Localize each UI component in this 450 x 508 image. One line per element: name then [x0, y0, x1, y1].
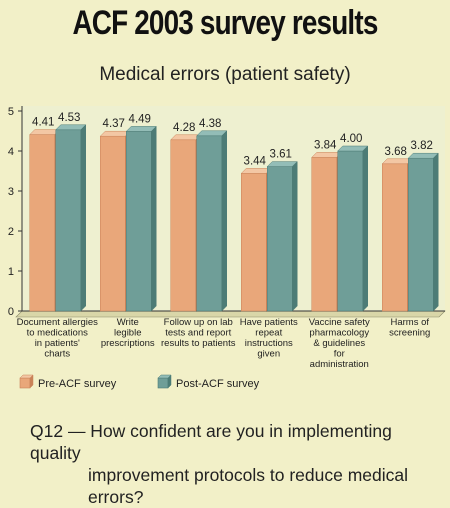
- y-tick-label: 1: [8, 266, 14, 278]
- question-line-1: Q12 — How confident are you in implement…: [30, 421, 392, 463]
- x-category-label-line: & guidelines: [313, 338, 365, 349]
- x-category-label-line: repeat: [255, 328, 282, 339]
- legend-label-pre: Pre-ACF survey: [38, 378, 117, 390]
- x-category-label-line: in patients': [35, 338, 80, 349]
- x-category-label-line: tests and report: [165, 328, 231, 339]
- bar-post-side: [292, 160, 298, 312]
- bar-post: [408, 157, 434, 312]
- x-category-label-line: Document allergies: [17, 317, 99, 328]
- bar-pre: [29, 134, 55, 312]
- bar-pre: [382, 163, 408, 312]
- x-category-label-line: prescriptions: [101, 338, 155, 349]
- data-label: 3.61: [270, 149, 292, 161]
- bar-pre: [170, 139, 196, 312]
- bar-post: [196, 135, 222, 312]
- bar-chart: 0 1 2 3 4 5 4.41 4.53 Document allergies to medic…: [8, 106, 446, 390]
- y-tick-label: 4: [8, 146, 14, 158]
- bar-post-side: [221, 130, 227, 312]
- x-category-label-line: given: [257, 349, 280, 360]
- x-category-label: Write legible prescriptions: [101, 317, 155, 349]
- data-label: 4.37: [103, 118, 125, 130]
- x-category-label-line: to medications: [27, 328, 89, 339]
- x-category-label-line: legible: [114, 328, 141, 339]
- x-category-label-line: Write: [117, 317, 139, 328]
- bar-post: [337, 150, 363, 312]
- question-caption: Q12 — How confident are you in implement…: [30, 420, 445, 508]
- x-category-label-line: administration: [310, 359, 369, 370]
- bar-post-side: [362, 145, 368, 312]
- x-category-label-line: Have patients: [240, 317, 298, 328]
- data-label: 4.38: [199, 118, 221, 130]
- x-category-label: Document allergies to medications in patie…: [17, 317, 99, 360]
- x-category-label-line: Follow up on lab: [164, 317, 233, 328]
- legend-swatch-post: [157, 377, 169, 389]
- data-label: 4.53: [58, 112, 80, 124]
- data-label: 4.49: [129, 113, 151, 125]
- bar-post-side: [151, 125, 157, 312]
- x-category-label-line: for: [334, 349, 345, 360]
- legend-swatch-side: [29, 374, 34, 389]
- y-tick-label: 2: [8, 226, 14, 238]
- x-category-label: Have patients repeat instructions given: [240, 317, 298, 360]
- y-tick-label: 0: [8, 306, 14, 318]
- legend-swatch-pre: [19, 377, 31, 389]
- bar-pre: [311, 157, 337, 312]
- x-category-label-line: results to patients: [161, 338, 236, 349]
- legend-label-post: Post-ACF survey: [176, 378, 260, 390]
- data-label: 3.84: [314, 139, 337, 151]
- y-tick-label: 3: [8, 186, 14, 198]
- data-label: 3.82: [411, 140, 433, 152]
- data-label: 3.44: [244, 155, 267, 167]
- x-category-label-line: pharmacology: [309, 328, 369, 339]
- x-category-label-line: charts: [44, 349, 70, 360]
- bar-post-side: [433, 152, 439, 312]
- x-category-label: Follow up on lab tests and report results …: [161, 317, 236, 349]
- y-tick-label: 5: [8, 106, 14, 118]
- legend-swatch-side: [167, 374, 172, 389]
- x-category-label: Harms of screening: [389, 317, 430, 339]
- data-label: 4.41: [32, 117, 54, 129]
- bar-post: [267, 166, 293, 312]
- x-category-label-line: instructions: [245, 338, 293, 349]
- bar-post: [55, 129, 81, 312]
- data-label: 4.00: [340, 133, 362, 145]
- bar-post-side: [80, 124, 86, 312]
- bar-post: [126, 131, 152, 312]
- chart-title: ACF 2003 survey results: [72, 4, 378, 42]
- x-category-label-line: Vaccine safety: [309, 317, 370, 328]
- question-line-2: improvement protocols to reduce medical …: [88, 465, 409, 507]
- x-category-label-line: screening: [389, 328, 430, 339]
- bar-pre: [241, 173, 267, 312]
- data-label: 3.68: [385, 146, 407, 158]
- x-category-label-line: Harms of: [390, 317, 429, 328]
- x-category-label: Vaccine safety pharmacology & guidelines fo…: [309, 317, 370, 370]
- bar-pre: [100, 135, 126, 312]
- chart-subtitle: Medical errors (patient safety): [99, 64, 351, 85]
- data-label: 4.28: [173, 122, 195, 134]
